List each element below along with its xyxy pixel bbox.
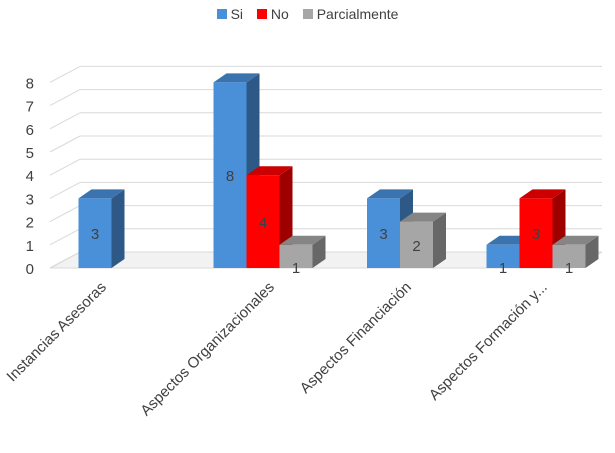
gridline-depth [49, 158, 81, 176]
bar-si [486, 244, 520, 268]
y-tick-label: 4 [26, 168, 34, 185]
bar-side [111, 189, 125, 268]
gridline-depth [49, 181, 81, 199]
y-tick-label: 8 [26, 75, 34, 92]
y-tick-label: 7 [26, 99, 34, 116]
x-category-label: Aspectos Formación y... [426, 279, 551, 404]
data-label: 4 [259, 215, 267, 232]
bar-si [213, 82, 247, 269]
bar-top [552, 235, 599, 245]
legend-item-parcialmente: Parcialmente [302, 6, 399, 22]
data-label: 8 [226, 168, 234, 185]
legend-swatch-parcialmente [302, 9, 313, 19]
bar-top [213, 73, 260, 83]
legend: Si No Parcialmente [0, 6, 615, 22]
bar-top [367, 189, 413, 199]
bar-top [400, 212, 446, 222]
bar-top [519, 189, 566, 199]
data-label: 3 [532, 226, 540, 243]
y-tick-label: 1 [26, 238, 34, 255]
bar-no [246, 175, 280, 268]
data-label: 3 [379, 226, 387, 243]
data-label: 1 [499, 260, 507, 277]
y-tick-label: 6 [26, 122, 34, 139]
bar-parcialmente [279, 244, 313, 268]
bar-top [246, 166, 293, 176]
bar-top [279, 235, 326, 245]
y-tick-label: 3 [26, 191, 34, 208]
legend-item-si: Si [216, 6, 244, 22]
bar-si [367, 198, 400, 268]
legend-swatch-si [216, 9, 227, 19]
x-category-label: Instancias Asesoras [3, 279, 109, 385]
bar-parcialmente [552, 244, 586, 268]
data-label: 3 [91, 226, 99, 243]
gridline-depth [49, 65, 81, 83]
bar-no [519, 198, 553, 268]
y-tick-label: 2 [26, 215, 34, 232]
bar-si [78, 198, 112, 268]
data-label: 2 [412, 238, 420, 255]
y-tick-label: 0 [26, 261, 34, 278]
legend-label-parcialmente: Parcialmente [316, 6, 399, 22]
x-category-label: Aspectos Financiación [297, 279, 415, 397]
gridline-depth [49, 112, 81, 130]
x-category-label: Aspectos Organizacionales [137, 279, 278, 420]
bar-side [433, 212, 446, 268]
bar-side [585, 235, 599, 268]
bar-parcialmente [400, 221, 433, 268]
gridline-depth [49, 89, 81, 107]
legend-label-si: Si [230, 6, 244, 22]
gridline-depth [49, 135, 81, 153]
bar-top [78, 189, 125, 199]
legend-label-no: No [270, 6, 289, 22]
gridline-depth [49, 251, 81, 269]
legend-swatch-no [256, 9, 267, 19]
y-tick-label: 5 [26, 145, 34, 162]
data-label: 1 [292, 260, 300, 277]
legend-item-no: No [256, 6, 289, 22]
gridline-depth [49, 205, 81, 223]
gridline-depth [49, 228, 81, 246]
data-label: 1 [565, 260, 573, 277]
bar-side [312, 235, 326, 268]
